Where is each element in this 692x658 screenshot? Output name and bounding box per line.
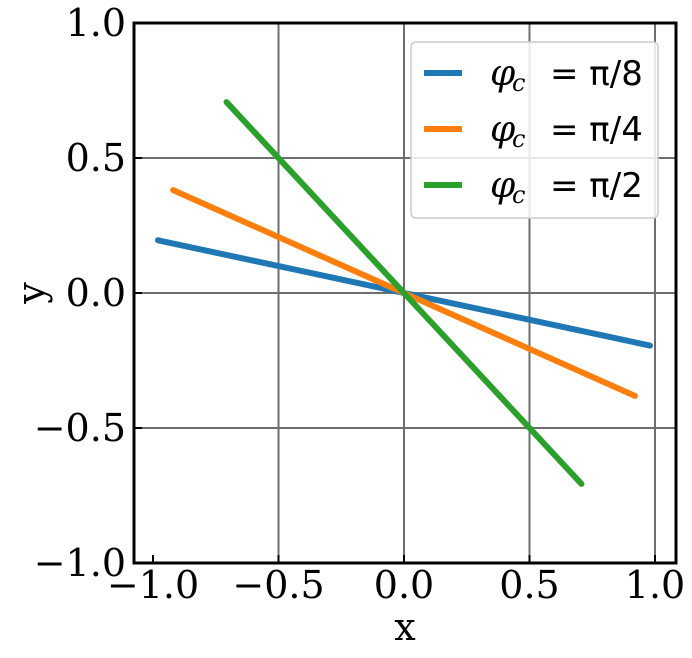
- x-tick-label: −0.5: [232, 563, 324, 607]
- x-tick-label: −1.0: [107, 563, 199, 607]
- y-axis-ticks: −1.0 −0.5 0.0 0.5 1.0: [34, 1, 142, 585]
- x-axis-label: x: [394, 605, 415, 649]
- legend-subscript: c: [512, 69, 525, 97]
- legend-label: = π/2: [550, 166, 643, 206]
- legend-label: = π/4: [550, 110, 643, 150]
- y-tick-label: −1.0: [34, 541, 126, 585]
- legend-subscript: c: [512, 125, 525, 153]
- x-axis-ticks: −1.0 −0.5 0.0 0.5 1.0: [107, 555, 685, 607]
- legend-box: [410, 41, 659, 219]
- y-tick-label: 0.0: [66, 271, 126, 315]
- y-tick-label: 0.5: [66, 136, 126, 180]
- series-lines: [155, 99, 653, 487]
- y-tick-label: 1.0: [66, 1, 126, 45]
- legend-symbol: φ: [490, 53, 516, 94]
- legend-symbol: φ: [490, 109, 516, 150]
- legend-symbol: φ: [490, 165, 516, 206]
- x-tick-label: 1.0: [625, 563, 685, 607]
- y-axis-label: y: [9, 282, 53, 305]
- y-tick-label: −0.5: [34, 406, 126, 450]
- legend-subscript: c: [512, 181, 525, 209]
- x-tick-label: 0.5: [499, 563, 559, 607]
- legend-label: = π/8: [550, 54, 643, 94]
- x-tick-label: 0.0: [374, 563, 434, 607]
- legend: φc = π/8φc = π/4φc = π/2: [410, 41, 659, 219]
- series-line-3: [223, 99, 585, 487]
